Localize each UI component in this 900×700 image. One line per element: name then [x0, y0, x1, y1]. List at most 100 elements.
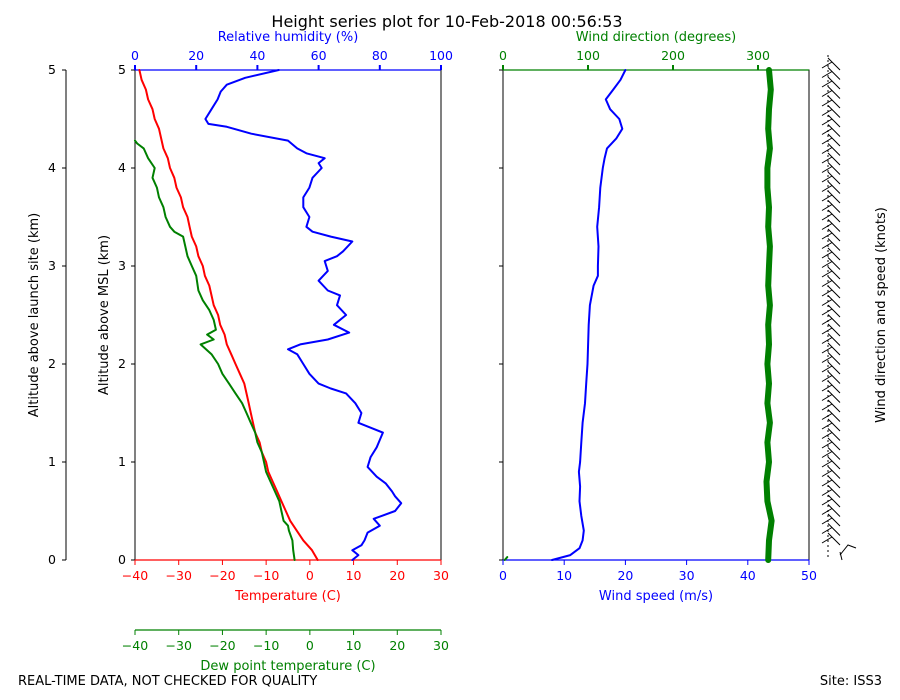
- wind-barb: [821, 523, 841, 536]
- wind-barb: [821, 57, 841, 71]
- altitude-msl-tick-label: 0: [118, 552, 126, 567]
- left-panel-frame: [134, 69, 442, 561]
- temperature-tick-label: 10: [346, 568, 362, 583]
- wind-barb: [821, 456, 841, 470]
- wind-barb: [821, 333, 841, 346]
- wind-barb: [821, 475, 841, 489]
- wind-speed-tick-label: 10: [556, 568, 572, 583]
- wind-barb: [821, 133, 841, 147]
- wind-barb: [821, 513, 841, 527]
- wind-barb: [821, 162, 841, 175]
- wind-speed-tick-label: 40: [740, 568, 756, 583]
- wind-barb: [821, 447, 841, 460]
- dewpoint-tick-label: −30: [166, 638, 192, 653]
- right-panel-frame: [502, 69, 810, 561]
- wind-barb: [821, 247, 841, 261]
- wind-direction-tick-label: 100: [576, 48, 600, 63]
- wind-barb: [821, 152, 841, 166]
- humidity-axis-label: Relative humidity (%): [218, 30, 359, 45]
- wind-barb: [821, 437, 841, 451]
- wind-barb: [821, 418, 841, 432]
- wind-barbs-axis-label: Wind direction and speed (knots): [874, 207, 889, 423]
- surface-wind-barb: [839, 544, 857, 561]
- wind-barb: [821, 371, 841, 384]
- wind-barb: [821, 352, 841, 365]
- wind-barb: [821, 295, 841, 308]
- site-label: Site: ISS3: [819, 674, 882, 689]
- temperature-line: [138, 69, 319, 561]
- wind-direction-tick-label: 0: [499, 48, 507, 63]
- wind-barb: [821, 494, 841, 508]
- wind-barb: [821, 219, 841, 232]
- dew-point-line: [134, 139, 296, 561]
- wind-barb: [821, 276, 841, 289]
- wind-speed-tick-label: 50: [801, 568, 817, 583]
- altitude-msl-tick-label: 5: [118, 62, 126, 77]
- wind-speed-tick-label: 20: [617, 568, 633, 583]
- altitude-msl-axis-label: Altitude above MSL (km): [97, 235, 112, 395]
- wind-barb: [821, 399, 841, 413]
- wind-barb: [821, 428, 841, 441]
- dewpoint-tick-label: 0: [306, 638, 314, 653]
- dewpoint-axis-label: Dew point temperature (C): [200, 659, 375, 674]
- wind-barb: [821, 114, 841, 128]
- wind-barb: [821, 257, 841, 270]
- wind-barb: [821, 228, 841, 242]
- wind-speed-line: [551, 69, 627, 561]
- wind-barb: [821, 380, 841, 394]
- wind-barb: [821, 124, 841, 137]
- altitude-msl-tick-label: 3: [118, 258, 126, 273]
- quality-disclaimer: REAL-TIME DATA, NOT CHECKED FOR QUALITY: [18, 674, 318, 689]
- dewpoint-tick-label: −40: [122, 638, 148, 653]
- humidity-tick-label: 0: [131, 48, 139, 63]
- chart-title: Height series plot for 10-Feb-2018 00:56…: [271, 12, 622, 31]
- wind-barb: [821, 171, 841, 185]
- wind-barb: [821, 466, 841, 479]
- altitude-launch-axis-label: Altitude above launch site (km): [27, 213, 42, 417]
- temperature-tick-label: 20: [389, 568, 405, 583]
- wind-barb: [821, 504, 841, 517]
- temperature-tick-label: −30: [166, 568, 192, 583]
- wind-barb: [821, 390, 841, 403]
- wind-direction-line: [763, 67, 775, 563]
- wind-barb: [821, 67, 841, 80]
- wind-direction-tick-label: 200: [661, 48, 685, 63]
- altitude-msl-tick-label: 4: [118, 160, 126, 175]
- temperature-tick-label: −10: [253, 568, 279, 583]
- humidity-tick-label: 20: [188, 48, 204, 63]
- wind-barb: [821, 409, 841, 422]
- wind-speed-axis-label: Wind speed (m/s): [599, 589, 713, 604]
- wind-barb: [821, 361, 841, 375]
- altitude-launch-tick-label: 5: [48, 62, 56, 77]
- wind-barb: [821, 209, 841, 223]
- humidity-tick-label: 40: [249, 48, 265, 63]
- wind-direction-tick-label: 300: [746, 48, 770, 63]
- relative-humidity-line: [204, 69, 403, 561]
- temperature-axis-label: Temperature (C): [234, 589, 341, 604]
- altitude-msl-tick-label: 2: [118, 356, 126, 371]
- dewpoint-tick-label: −10: [253, 638, 279, 653]
- wind-barb: [821, 76, 841, 90]
- wind-barb: [821, 200, 841, 213]
- wind-barb: [821, 238, 841, 251]
- dewpoint-tick-label: 30: [433, 638, 449, 653]
- dewpoint-tick-label: 20: [389, 638, 405, 653]
- temperature-tick-label: −40: [122, 568, 148, 583]
- temperature-tick-label: 0: [306, 568, 314, 583]
- wind-barb: [821, 304, 841, 318]
- wind-barb: [821, 532, 841, 546]
- humidity-tick-label: 80: [372, 48, 388, 63]
- altitude-launch-tick-label: 4: [48, 160, 56, 175]
- dewpoint-tick-label: −20: [209, 638, 235, 653]
- wind-barb: [821, 86, 841, 99]
- altitude-launch-tick-label: 1: [48, 454, 56, 469]
- wind-barb: [821, 190, 841, 204]
- humidity-tick-label: 100: [429, 48, 453, 63]
- altitude-launch-tick-label: 0: [48, 552, 56, 567]
- wind-speed-tick-label: 0: [499, 568, 507, 583]
- altitude-msl-tick-label: 1: [118, 454, 126, 469]
- wind-direction-axis-label: Wind direction (degrees): [576, 30, 736, 45]
- altitude-launch-tick-label: 3: [48, 258, 56, 273]
- wind-barb: [821, 285, 841, 299]
